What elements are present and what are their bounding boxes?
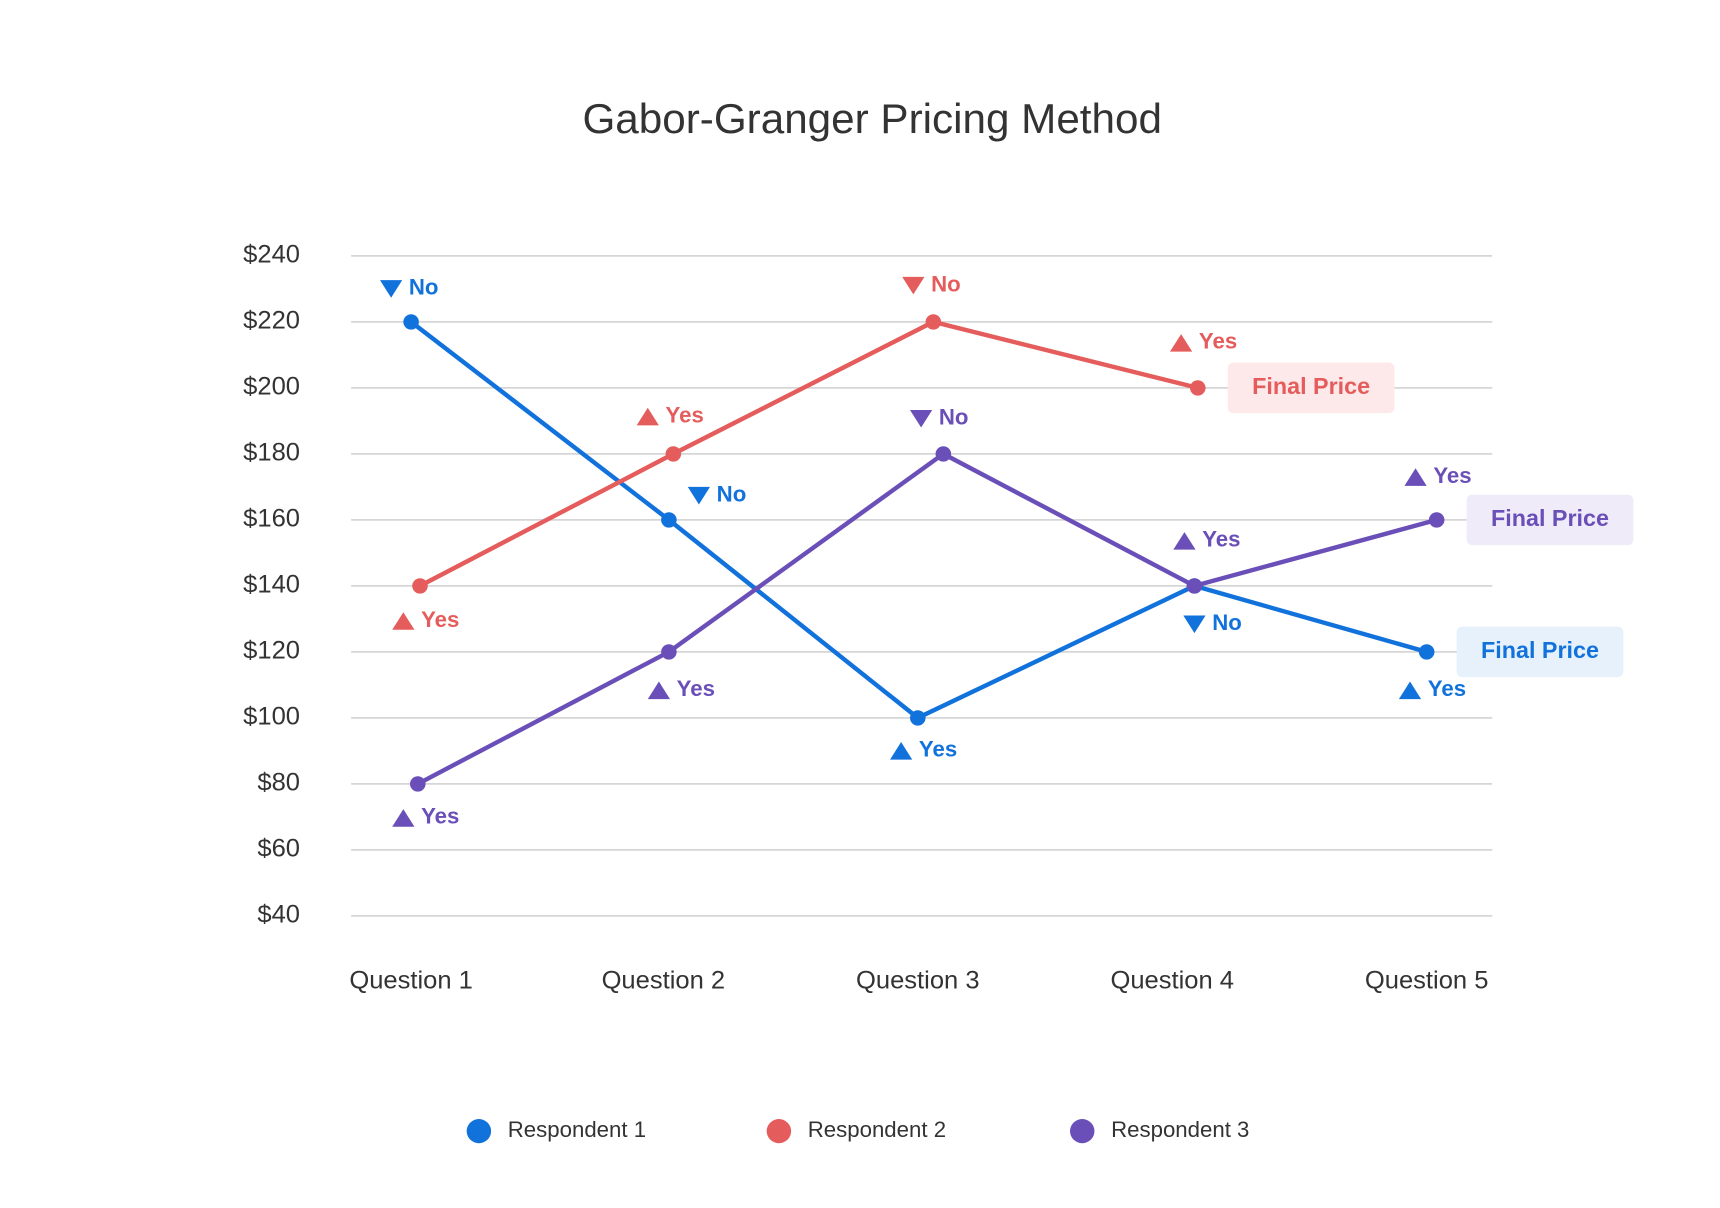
y-tick-label: $160 <box>243 505 300 533</box>
answer-arrow <box>647 681 670 700</box>
chart-title: Gabor-Granger Pricing Method <box>582 95 1162 142</box>
answer-arrow <box>1398 681 1422 700</box>
series-line <box>416 451 1438 786</box>
answer-label: No <box>409 275 439 300</box>
point <box>661 644 677 660</box>
answer-label: Yes <box>1428 676 1466 701</box>
answer-label: Yes <box>919 737 957 762</box>
answer-arrow <box>392 612 415 630</box>
legend-marker <box>1070 1119 1095 1144</box>
legend-label: Respondent 2 <box>808 1117 946 1142</box>
answer-arrow <box>1183 615 1206 634</box>
y-tick-label: $80 <box>257 769 300 797</box>
answer-label: No <box>939 405 969 430</box>
answer-label: Yes <box>666 402 704 427</box>
y-tick-label: $180 <box>243 439 300 467</box>
final-price-label: Final Price <box>1481 637 1599 663</box>
point <box>935 446 952 462</box>
answer-label: Yes <box>1202 527 1240 552</box>
answer-label: Yes <box>1199 329 1237 354</box>
answer-arrow <box>910 409 933 428</box>
point <box>403 314 419 330</box>
answer-arrow <box>687 486 710 505</box>
legend-label: Respondent 3 <box>1111 1117 1249 1142</box>
answer-arrow <box>1170 334 1193 352</box>
final-price-label: Final Price <box>1491 505 1609 531</box>
point <box>1418 644 1435 660</box>
x-tick-label: Question 5 <box>1365 967 1489 995</box>
y-tick-label: $120 <box>243 637 300 665</box>
y-tick-label: $240 <box>243 241 300 269</box>
y-tick-label: $100 <box>243 703 300 731</box>
point <box>1186 578 1203 594</box>
answer-arrow <box>392 809 415 827</box>
point <box>925 314 942 330</box>
point <box>1428 512 1445 528</box>
answer-label: Yes <box>1433 463 1471 488</box>
x-tick-label: Question 2 <box>602 967 726 995</box>
answer-label: No <box>717 482 747 507</box>
answer-arrow <box>636 407 659 426</box>
final-price-box <box>1227 362 1395 414</box>
final-price-box <box>1466 494 1634 546</box>
x-tick-label: Question 3 <box>856 967 980 995</box>
point <box>665 446 682 462</box>
answer-label: No <box>931 272 961 297</box>
legend-marker <box>466 1119 492 1144</box>
answer-label: Yes <box>421 804 459 829</box>
point <box>410 776 426 792</box>
x-tick-label: Question 4 <box>1110 967 1234 995</box>
y-tick-label: $220 <box>243 307 300 335</box>
answer-label: No <box>1212 610 1242 635</box>
y-tick-label: $200 <box>243 373 300 401</box>
answer-arrow <box>890 742 913 760</box>
point <box>412 578 428 594</box>
answer-label: Yes <box>421 607 459 632</box>
y-tick-label: $140 <box>243 571 300 599</box>
point <box>661 512 677 528</box>
final-price-box <box>1456 626 1624 678</box>
y-tick-label: $40 <box>257 901 300 929</box>
point <box>1190 380 1206 396</box>
legend-label: Respondent 1 <box>508 1117 646 1142</box>
series-line <box>418 319 1199 588</box>
answer-arrow <box>1173 532 1196 550</box>
point <box>910 710 926 726</box>
answer-arrow <box>380 280 403 298</box>
answer-arrow <box>902 276 925 295</box>
legend-marker <box>766 1119 792 1144</box>
answer-arrow <box>1404 468 1427 486</box>
x-tick-label: Question 1 <box>349 967 473 995</box>
answer-label: Yes <box>677 676 715 701</box>
y-tick-label: $60 <box>257 835 300 863</box>
final-price-label: Final Price <box>1252 373 1370 399</box>
